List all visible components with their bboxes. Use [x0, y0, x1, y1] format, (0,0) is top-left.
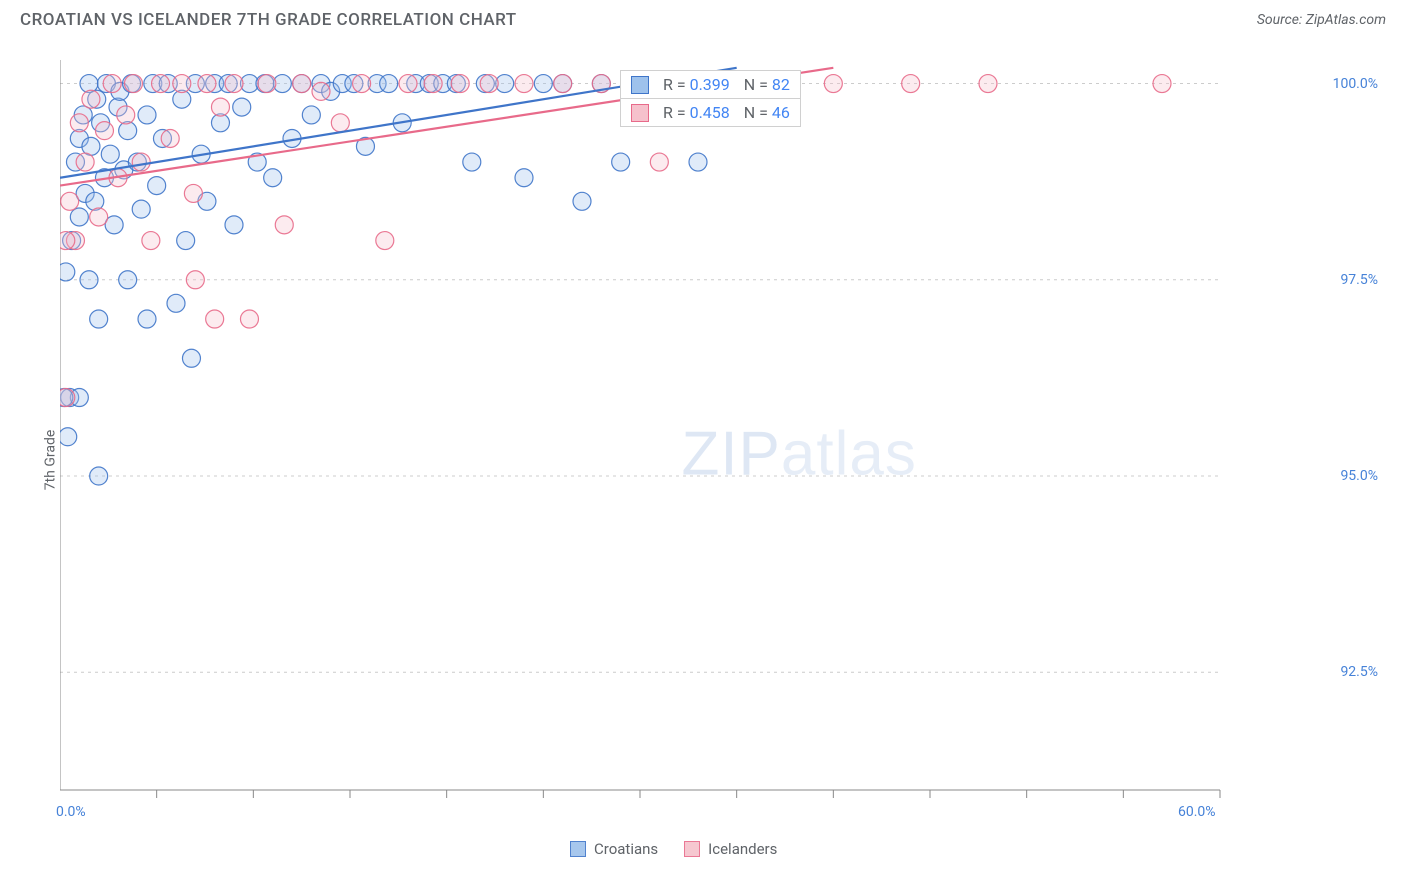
- stats-n-label: N = 46: [744, 103, 790, 122]
- y-tick-label: 95.0%: [1340, 468, 1378, 484]
- y-tick-label: 97.5%: [1340, 272, 1378, 288]
- legend-item: Croatians: [570, 840, 658, 858]
- y-axis-label: 7th Grade: [42, 430, 58, 491]
- stats-legend: R = 0.399 N = 82 R = 0.458 N = 46: [620, 70, 801, 127]
- source-label: Source: ZipAtlas.com: [1257, 12, 1386, 28]
- chart-container: 7th Grade ZIPatlas R = 0.399N = 82R = 0.…: [40, 50, 1386, 870]
- stats-r-label: R = 0.458: [663, 103, 730, 122]
- legend-label: Icelanders: [708, 840, 777, 858]
- x-tick-label: 0.0%: [56, 804, 86, 820]
- stats-row: R = 0.458 N = 46: [620, 99, 801, 127]
- plot-area: ZIPatlas R = 0.399N = 82R = 0.458N = 46: [60, 60, 1350, 820]
- legend-swatch-icon: [570, 841, 586, 857]
- stats-swatch-icon: [631, 76, 649, 94]
- scatter-svg: [60, 60, 1350, 820]
- x-tick-label: 60.0%: [1178, 804, 1216, 820]
- stats-r-label: R = 0.399: [663, 75, 730, 94]
- legend-item: Icelanders: [684, 840, 777, 858]
- stats-swatch-icon: [631, 104, 649, 122]
- stats-row: R = 0.399 N = 82: [620, 70, 801, 99]
- legend-bottom: Croatians Icelanders: [570, 840, 777, 858]
- y-tick-label: 100.0%: [1333, 76, 1378, 92]
- legend-swatch-icon: [684, 841, 700, 857]
- y-tick-label: 92.5%: [1340, 664, 1378, 680]
- stats-n-label: N = 82: [744, 75, 790, 94]
- chart-title: CROATIAN VS ICELANDER 7TH GRADE CORRELAT…: [20, 10, 517, 30]
- legend-label: Croatians: [594, 840, 658, 858]
